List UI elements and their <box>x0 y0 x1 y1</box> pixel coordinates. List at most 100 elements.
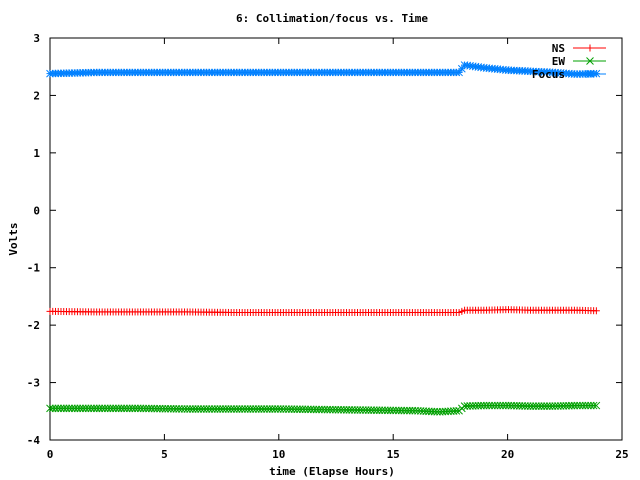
data-point <box>265 405 274 413</box>
data-point <box>578 401 587 410</box>
data-point <box>592 307 600 315</box>
data-point <box>134 404 142 413</box>
data-point <box>131 404 139 413</box>
data-point <box>243 405 252 413</box>
data-point <box>230 405 238 413</box>
y-axis: -4 -3 -2 -1 0 1 2 3 <box>27 32 622 447</box>
data-point <box>501 401 510 410</box>
data-point <box>57 404 65 413</box>
data-point <box>452 407 461 415</box>
data-point <box>367 406 376 415</box>
data-point <box>252 405 260 413</box>
data-point <box>109 404 118 413</box>
data-point <box>282 405 290 413</box>
data-point <box>101 404 109 413</box>
data-point <box>186 405 194 413</box>
data-point <box>293 405 301 414</box>
data-point <box>433 407 441 416</box>
data-point <box>567 401 576 410</box>
data-point <box>295 405 304 414</box>
data-point <box>405 406 414 415</box>
data-point <box>386 406 395 415</box>
data-point <box>46 404 54 413</box>
data-point <box>224 405 233 413</box>
data-point <box>359 406 367 414</box>
data-point <box>114 404 123 413</box>
data-point <box>576 401 584 410</box>
y-tick-label: 0 <box>33 204 40 217</box>
data-point <box>496 401 505 410</box>
data-point <box>592 401 601 410</box>
y-tick-label: -1 <box>27 262 41 275</box>
data-point <box>177 405 186 413</box>
data-point <box>320 405 329 414</box>
data-point <box>389 406 398 415</box>
data-point <box>263 405 271 413</box>
data-point <box>123 404 131 413</box>
data-point <box>570 401 579 410</box>
legend-label: Focus <box>532 68 565 81</box>
data-point <box>103 404 112 413</box>
data-point <box>523 402 532 410</box>
data-point <box>290 405 299 414</box>
data-point <box>543 402 551 410</box>
data-point <box>587 401 595 410</box>
data-point <box>301 405 310 414</box>
data-point <box>370 406 378 415</box>
data-point <box>490 401 499 410</box>
y-tick-label: -4 <box>27 434 41 447</box>
data-point <box>477 401 485 410</box>
data-point <box>76 404 85 413</box>
data-point <box>339 405 348 414</box>
data-point <box>271 405 279 413</box>
chart-title: 6: Collimation/focus vs. Time <box>236 12 428 25</box>
data-point <box>144 404 153 413</box>
data-point <box>287 405 296 414</box>
data-point <box>153 404 161 413</box>
data-point <box>221 405 230 413</box>
data-point <box>48 404 57 413</box>
data-point <box>353 406 362 414</box>
data-point <box>581 401 590 410</box>
data-point <box>54 404 63 413</box>
legend-label: NS <box>552 42 565 55</box>
data-point <box>172 404 181 413</box>
y-tick-label: 1 <box>33 147 40 160</box>
data-point <box>298 405 307 414</box>
data-point <box>493 401 502 410</box>
y-tick-label: 2 <box>33 89 40 102</box>
x-axis-label: time (Elapse Hours) <box>269 465 395 478</box>
data-point <box>246 405 255 413</box>
data-point <box>155 404 164 413</box>
data-point <box>235 405 244 413</box>
x-tick-label: 10 <box>272 448 285 461</box>
data-point <box>112 404 120 413</box>
data-point <box>584 401 592 410</box>
data-point <box>90 404 98 413</box>
data-point <box>65 404 74 413</box>
data-point <box>383 406 392 415</box>
data-point <box>98 404 107 413</box>
data-point <box>268 405 277 413</box>
data-point <box>79 404 87 413</box>
data-point <box>532 402 540 410</box>
x-tick-label: 20 <box>501 448 514 461</box>
data-point <box>548 402 557 410</box>
data-point <box>499 401 507 410</box>
data-point <box>257 405 266 413</box>
series-ew <box>46 401 601 416</box>
data-point <box>169 404 178 413</box>
legend-swatch-marker <box>586 57 594 65</box>
data-point <box>260 405 269 413</box>
data-point <box>403 406 411 415</box>
data-point <box>537 402 546 410</box>
data-point <box>375 406 384 415</box>
data-point <box>164 404 172 413</box>
data-point <box>304 405 312 414</box>
data-point <box>534 402 543 410</box>
legend-swatch-marker <box>586 70 594 78</box>
data-point <box>136 404 145 413</box>
data-point <box>238 405 247 413</box>
data-point <box>106 404 115 413</box>
